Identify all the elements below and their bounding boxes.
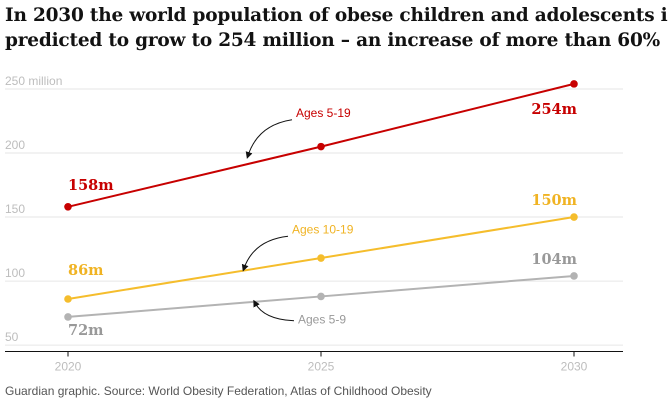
y-tick-label-150: 150 bbox=[5, 202, 25, 216]
data-label-ages-5-9-2030: 104m bbox=[531, 251, 577, 268]
arrow-icon bbox=[241, 235, 289, 272]
data-point-ages-5-9-2030 bbox=[570, 272, 578, 280]
data-point-ages-10-19-2030 bbox=[570, 213, 578, 221]
data-point-ages-10-19-2020 bbox=[64, 295, 72, 303]
y-tick-label-50: 50 bbox=[5, 330, 19, 344]
data-label-ages-10-19-2030: 150m bbox=[531, 192, 577, 209]
data-point-ages-5-9-2020 bbox=[64, 313, 72, 321]
y-tick-label-100: 100 bbox=[5, 266, 25, 280]
data-label-ages-5-19-2020: 158m bbox=[68, 177, 114, 194]
data-point-ages-5-19-2020 bbox=[64, 203, 72, 211]
chart-title-line-1: In 2030 the world population of obese ch… bbox=[5, 5, 668, 26]
data-point-ages-5-19-2025 bbox=[317, 142, 325, 151]
x-tick-label-2020: 2020 bbox=[55, 360, 82, 374]
data-point-ages-10-19-2025 bbox=[317, 254, 325, 262]
data-point-ages-5-19-2030 bbox=[570, 80, 578, 88]
data-label-ages-5-19-2030: 254m bbox=[531, 101, 577, 118]
y-tick-label-250: 250 million bbox=[5, 74, 62, 88]
data-label-ages-5-9-2020: 72m bbox=[68, 322, 104, 339]
arrow-icon bbox=[245, 119, 293, 159]
x-tick-label-2030: 2030 bbox=[561, 360, 588, 374]
series-name-label-ages-5-9: Ages 5-9 bbox=[298, 312, 346, 326]
series-name-label-ages-5-19: Ages 5-19 bbox=[296, 106, 351, 120]
x-tick-label-2025: 2025 bbox=[308, 360, 335, 374]
data-point-ages-5-9-2025 bbox=[317, 292, 325, 301]
series-name-label-ages-10-19: Ages 10-19 bbox=[292, 223, 354, 237]
source-note: Guardian graphic. Source: World Obesity … bbox=[5, 384, 432, 398]
data-label-ages-10-19-2020: 86m bbox=[68, 262, 104, 279]
y-tick-label-200: 200 bbox=[5, 138, 25, 152]
chart-title: In 2030 the world population of obese ch… bbox=[5, 3, 668, 53]
chart-title-line-2: predicted to grow to 254 million – an in… bbox=[5, 30, 661, 51]
arrow-icon bbox=[253, 299, 295, 322]
